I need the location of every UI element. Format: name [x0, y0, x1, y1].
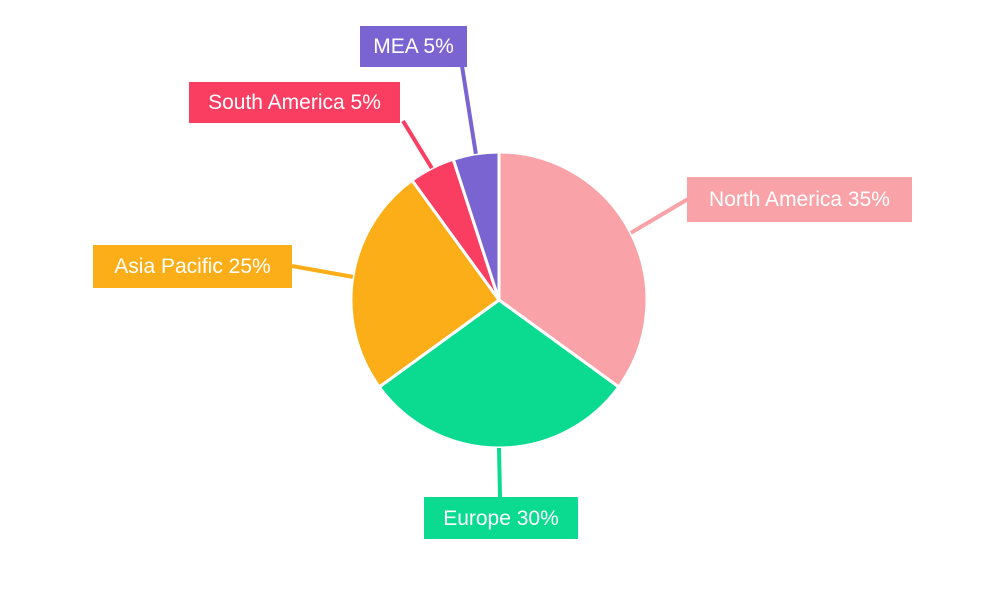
- callout-europe: Europe 30%: [424, 497, 578, 539]
- callout-asia-pacific: Asia Pacific 25%: [93, 245, 292, 288]
- leader-line-asia-pacific: [291, 264, 354, 279]
- callout-north-america: North America 35%: [687, 177, 912, 222]
- leader-line-mea: [460, 65, 478, 155]
- pie-slice-north-america: [497, 150, 649, 389]
- callout-mea: MEA 5%: [360, 26, 467, 67]
- leader-line-europe: [497, 447, 502, 498]
- pie-slice-europe: [377, 298, 621, 450]
- pie-slice-mea: [451, 150, 501, 302]
- pie-slice-asia-pacific: [349, 178, 501, 389]
- callout-south-america: South America 5%: [189, 82, 400, 123]
- leader-line-south-america: [401, 119, 434, 170]
- leader-line-north-america: [629, 197, 690, 235]
